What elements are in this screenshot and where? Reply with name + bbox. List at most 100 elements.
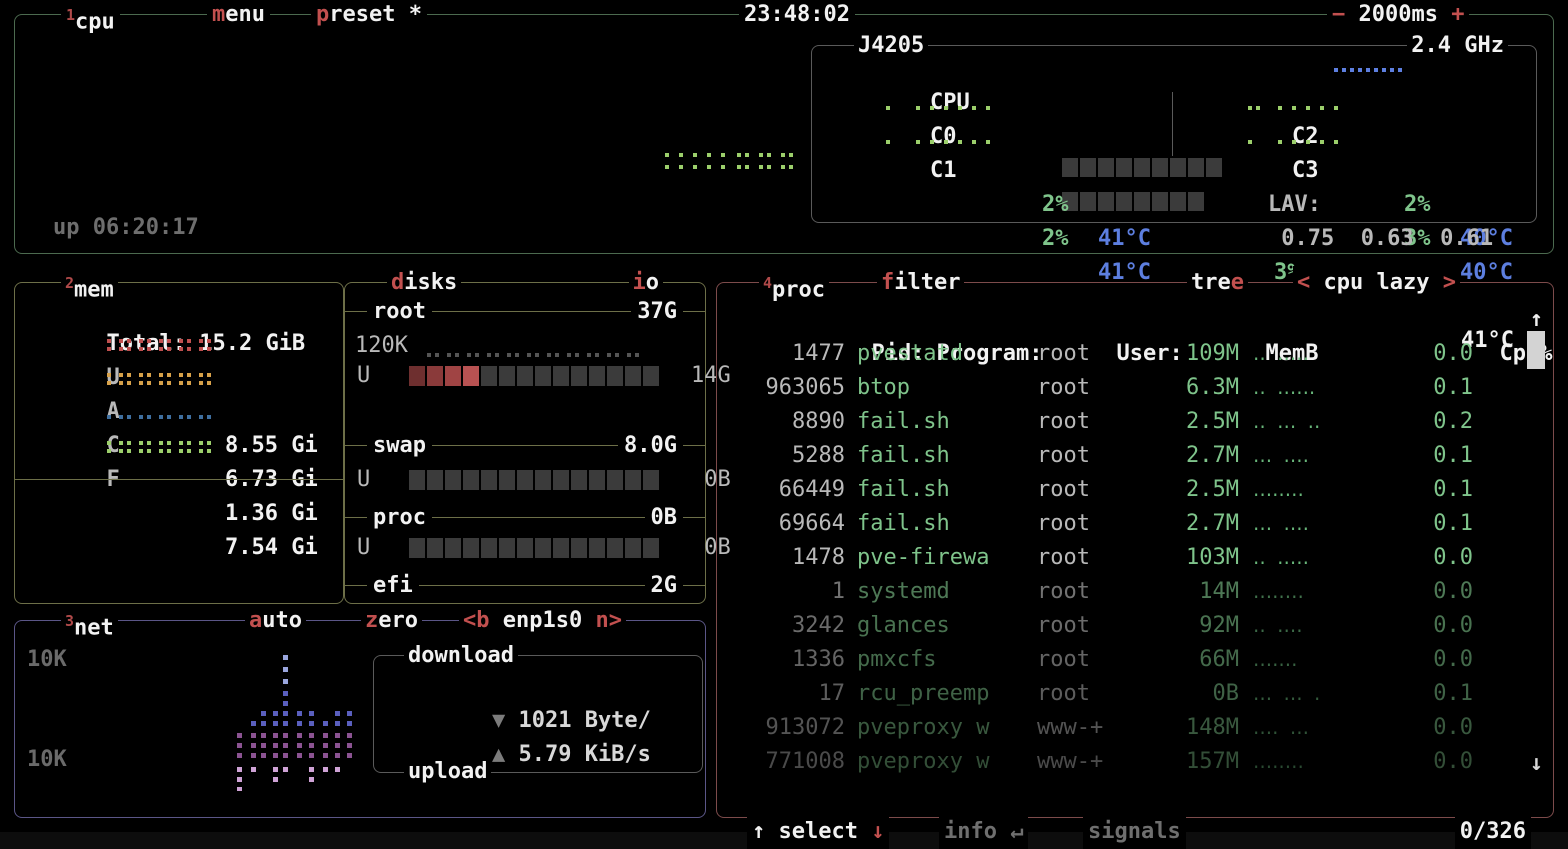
core-label-2: C2 (1291, 124, 1319, 149)
cell-cpu: 0.1 (1433, 511, 1473, 536)
cell-cpu: 0.0 (1433, 647, 1473, 672)
net-download-value: 1021 Byte/ (518, 708, 651, 733)
net-interface-selector[interactable]: <b enp1s0 n> (459, 604, 626, 638)
menu-button[interactable]: menu (207, 0, 270, 32)
disk-name-swap: swap (367, 429, 432, 463)
mem-row-cached: C 1.36 Gi (27, 395, 318, 565)
proc-footer: ↑ select ↓ info ↵ signals 0/326 (717, 815, 1553, 849)
table-row[interactable]: 3242 glances root 92M ․․ ․․․․ 0.0 (717, 609, 1553, 643)
table-row[interactable]: 913072 pveproxy w www-+ 148M ․․․․ ․․․ 0.0 (717, 711, 1553, 745)
cell-pid: 771008 (765, 749, 845, 774)
signals-control[interactable]: signals (1083, 815, 1186, 849)
table-row[interactable]: 1 systemd root 14M ․․․․․․․․ 0.0 (717, 575, 1553, 609)
column-header-pid[interactable]: Pid: (871, 341, 925, 366)
column-header-user[interactable]: User: (1116, 341, 1183, 366)
disk-size-efi: 2G (644, 569, 683, 603)
cell-cpu-graph: ․․․․․․․․ (1253, 751, 1304, 773)
net-download-row: ▼ 1021 Byte/ (386, 670, 651, 772)
mem-tab[interactable]: 2mem (61, 266, 118, 308)
mem-value-used: 8.55 Gi (225, 433, 318, 458)
table-row[interactable]: 8890 fail.sh root 2.5M ․․ ․․․ ․․ 0.2 (717, 405, 1553, 439)
cell-mem: 2.5M (1186, 409, 1239, 434)
disks-tab[interactable]: disks (387, 266, 462, 300)
core-row-2: C2 2% 40°C (1186, 86, 1526, 290)
cell-cpu-graph: ․․ ․․․․ (1253, 615, 1303, 637)
net-panel: 3net auto zero <b enp1s0 n> 10K 10K (14, 604, 706, 818)
proc-tab[interactable]: 4proc (759, 266, 830, 308)
column-header-program[interactable]: Program: (936, 341, 1043, 366)
cell-mem: 157M (1186, 749, 1239, 774)
cell-cpu: 0.0 (1433, 749, 1473, 774)
cell-program: systemd (857, 579, 950, 604)
net-auto-button[interactable]: auto (245, 604, 306, 638)
cell-program: pvestatd (857, 341, 963, 366)
disk-used-label-root: U (357, 363, 371, 388)
cell-program: fail.sh (857, 511, 950, 536)
net-upload-label: upload (404, 755, 492, 789)
proc-sort-selector[interactable]: < cpu lazy > (1293, 266, 1460, 300)
table-row[interactable]: 5288 fail.sh root 2.7M ․․․ ․․․․ 0.1 (717, 439, 1553, 473)
cell-user: root (1037, 511, 1090, 536)
core-temp-3: 40°C (1460, 260, 1513, 285)
cell-user: root (1037, 477, 1090, 502)
mem-row-used: U 8.55 Gi (27, 327, 318, 497)
proc-tree-toggle[interactable]: tree (1187, 266, 1248, 300)
cell-pid: 963065 (765, 375, 845, 400)
mem-graph-available (107, 373, 211, 385)
cell-cpu-graph: ․․ ․․․․․ (1253, 343, 1309, 365)
proc-filter-button[interactable]: filter (877, 266, 965, 300)
cell-user: root (1037, 341, 1090, 366)
cpu-frequency: 2.4 GHz (1407, 29, 1508, 63)
info-control[interactable]: info ↵ (939, 815, 1029, 849)
interval-controls[interactable]: − 2000ms + (1327, 0, 1470, 32)
cell-user: www-+ (1037, 715, 1104, 740)
mem-value-cached: 1.36 Gi (225, 501, 318, 526)
table-row[interactable]: 963065 btop root 6.3M ․․ ․․․․․․ 0.1 (717, 371, 1553, 405)
core-pct-3: 3% (1404, 226, 1431, 251)
core-graph-2 (1248, 106, 1338, 110)
preset-button[interactable]: preset * (311, 0, 427, 32)
column-header-mem[interactable]: MemB (1265, 341, 1319, 366)
net-tab[interactable]: 3net (61, 604, 118, 646)
cell-user: root (1037, 375, 1090, 400)
net-zero-button[interactable]: zero (361, 604, 422, 638)
cell-cpu-graph: ․․․ ․․․․ (1253, 445, 1309, 467)
table-row[interactable]: 1336 pmxcfs root 66M ․․․․․․․ 0.0 (717, 643, 1553, 677)
core-label-1: C1 (929, 158, 957, 183)
cell-program: btop (857, 375, 910, 400)
table-row[interactable]: 66449 fail.sh root 2.5M ․․․․․․․․ 0.1 (717, 473, 1553, 507)
cell-cpu-graph: ․․․․․․․․ (1253, 581, 1304, 603)
select-control[interactable]: ↑ select ↓ (747, 815, 890, 849)
disk-name-proc: proc (367, 501, 432, 535)
proc-list[interactable]: 1477 pvestatd root 109M ․․ ․․․․․ 0.0 963065 bt… (717, 337, 1553, 779)
cell-cpu-graph: ․․․․․․․ (1253, 649, 1298, 671)
cell-pid: 66449 (778, 477, 845, 502)
disks-panel: disks io root 37G 120K U (344, 266, 731, 604)
table-row[interactable]: 771008 pveproxy w www-+ 157M ․․․․․․․․ 0.0 (717, 745, 1553, 779)
table-row[interactable]: 1477 pvestatd root 109M ․․ ․․․․․ 0.0 (717, 337, 1553, 371)
disk-bar-swap: U 0B (357, 463, 731, 497)
core-row-0: C0 2% 41°C (824, 86, 1164, 290)
mem-value-available: 6.73 Gi (225, 467, 318, 492)
core-graph-1 (886, 140, 990, 144)
table-row[interactable]: 1478 pve-firewa root 103M ․․ ․․․․․ 0.0 (717, 541, 1553, 575)
disk-separator-swap (345, 445, 705, 446)
table-row[interactable]: 17 rcu_preemp root 0B ․․․ ․․․ ․ 0.1 (717, 677, 1553, 711)
cell-user: root (1037, 681, 1090, 706)
io-toggle[interactable]: io (628, 266, 663, 300)
cell-mem: 109M (1186, 341, 1239, 366)
table-row[interactable]: 69664 fail.sh root 2.7M ․․․ ․․․․ 0.1 (717, 507, 1553, 541)
cell-mem: 0B (1212, 681, 1240, 706)
cpu-total-meter (930, 120, 1224, 256)
cell-program: fail.sh (857, 443, 950, 468)
cell-cpu-graph: ․․ ․․․․․․ (1253, 377, 1316, 399)
mem-total-row: Total: 15.2 GiB (27, 293, 305, 395)
proc-panel: 4proc filter tree < cpu lazy > Pid: Progr… (716, 266, 1554, 849)
proc-scrollbar-thumb[interactable] (1527, 331, 1545, 369)
cell-mem: 92M (1199, 613, 1239, 638)
disk-size-swap: 8.0G (618, 429, 683, 463)
cpu-tab[interactable]: 1cpu (61, 0, 120, 40)
scroll-down-arrow-icon[interactable]: ↓ (1529, 751, 1543, 776)
cpu-total-label: CPU (929, 90, 970, 115)
disk-io-graph-root (427, 353, 639, 357)
